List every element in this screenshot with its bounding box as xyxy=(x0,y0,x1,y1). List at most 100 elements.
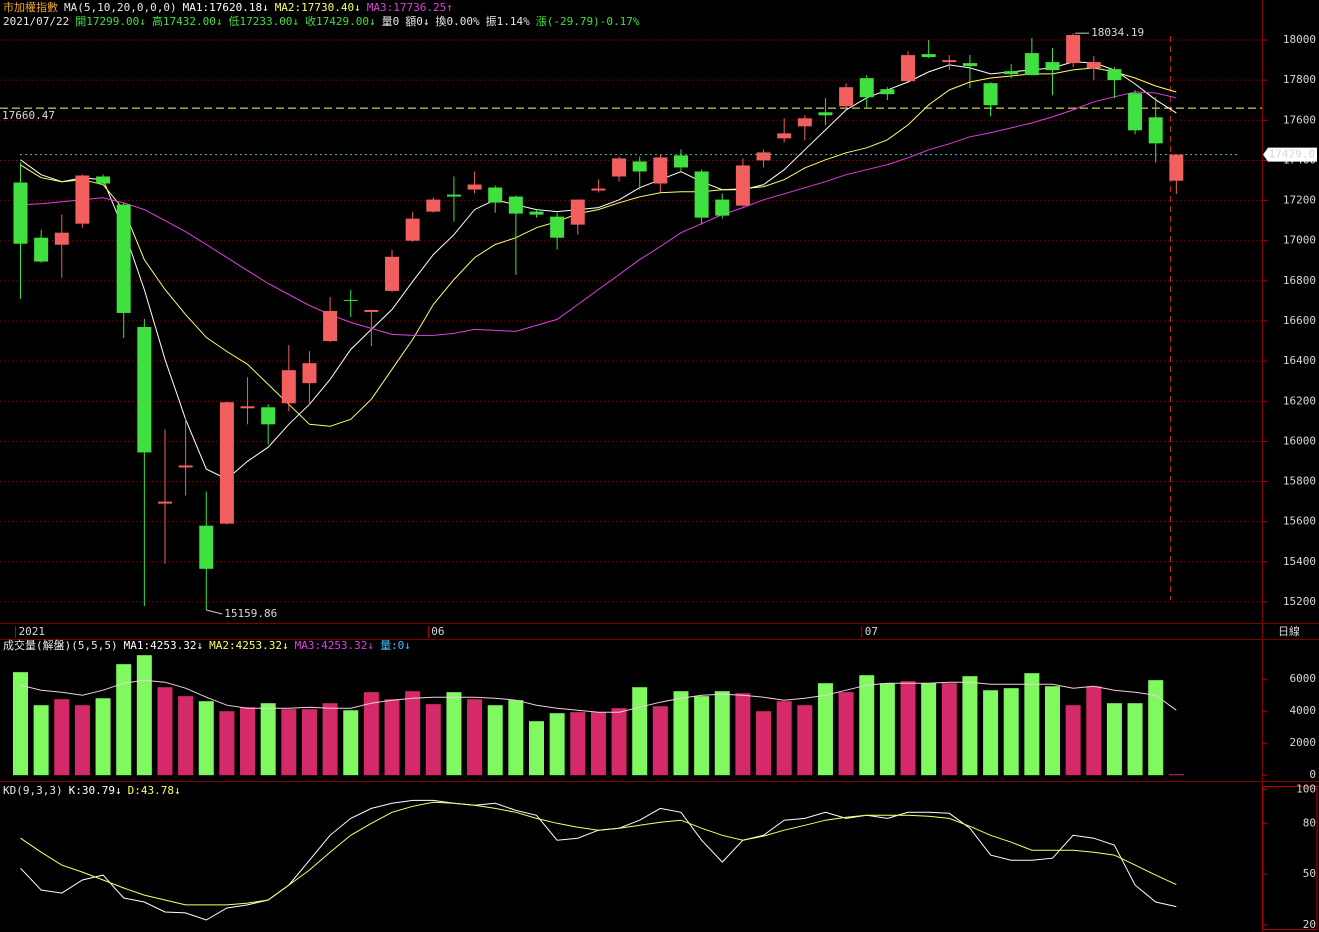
volume-bar xyxy=(962,676,978,776)
volume-bar xyxy=(776,701,792,776)
candle-body xyxy=(673,155,688,168)
volume-bar xyxy=(281,709,297,776)
volume-bar xyxy=(570,712,586,776)
volume-bar xyxy=(219,711,235,776)
legend-entry: K:30.79↓ xyxy=(69,784,122,797)
volume-bar xyxy=(859,675,875,776)
candle-body xyxy=(1024,53,1039,76)
low-label: 15159.86 xyxy=(224,607,277,620)
candle-body xyxy=(261,407,276,425)
y-tick-label: 17800 xyxy=(1283,73,1316,86)
volume-bar xyxy=(632,687,648,776)
volume-bar xyxy=(136,655,152,776)
candle-body xyxy=(343,299,358,301)
volume-bar xyxy=(13,672,28,776)
volume-bar xyxy=(508,700,524,776)
y-tick-label: 17000 xyxy=(1283,234,1316,247)
volume-bar xyxy=(838,692,854,776)
panel-header: 成交量(解盤)(5,5,5) MA1:4253.32↓ MA2:4253.32↓ MA… xyxy=(3,638,411,652)
volume-bar xyxy=(817,683,833,776)
volume-bar xyxy=(1168,774,1184,776)
y-tick-label: 50 xyxy=(1303,867,1316,880)
volume-bar xyxy=(384,699,400,776)
legend-entry: MA2:17730.40↓ xyxy=(275,1,361,14)
info-item: 額0↓ xyxy=(405,15,429,28)
last-price-label: 17429.0 xyxy=(1269,148,1315,161)
period-label: 日線 xyxy=(1278,624,1300,638)
volume-bar xyxy=(694,696,710,776)
volume-bar xyxy=(1148,680,1164,776)
high-label: 18034.19 xyxy=(1091,26,1144,39)
candle-body xyxy=(1086,62,1101,69)
info-item: 換0.00% xyxy=(436,15,480,28)
candle-body xyxy=(364,309,379,312)
info-item: 振1.14% xyxy=(486,14,530,28)
volume-bar xyxy=(673,691,689,776)
chart-title: 市加權指數 xyxy=(3,0,58,14)
kd-line xyxy=(20,801,1177,906)
candle-body xyxy=(818,112,833,116)
candle-body xyxy=(302,363,317,384)
legend-entry: D:43.78↓ xyxy=(128,784,181,797)
candle-body xyxy=(632,161,647,172)
y-tick-label: 4000 xyxy=(1290,704,1317,717)
candle-body xyxy=(116,204,131,313)
y-tick-label: 15800 xyxy=(1283,475,1316,488)
candle-body xyxy=(1148,117,1163,144)
volume-bar xyxy=(611,708,627,776)
candle-body xyxy=(137,327,152,453)
candle-body xyxy=(157,501,172,504)
volume-bar xyxy=(95,698,111,776)
volume-bar xyxy=(1106,703,1122,776)
volume-bar xyxy=(260,703,276,776)
volume-bar xyxy=(405,691,421,776)
volume-bar xyxy=(178,696,194,776)
candle-body xyxy=(1107,69,1122,81)
candle-body xyxy=(199,525,214,569)
volume-bar xyxy=(529,721,544,776)
info-item: 2021/07/22 xyxy=(3,15,69,28)
volume-bar xyxy=(756,711,772,776)
y-tick-label: 80 xyxy=(1303,816,1316,829)
candle-body xyxy=(591,188,606,191)
chart-title: KD(9,3,3) xyxy=(3,784,63,797)
kd-axis-box xyxy=(1262,786,1318,930)
x-tick-label: 07 xyxy=(865,625,878,638)
volume-bar xyxy=(1045,686,1060,776)
candle-body xyxy=(240,406,255,409)
y-tick-label: 16400 xyxy=(1283,354,1316,367)
candle-body xyxy=(1169,154,1184,181)
volume-bar xyxy=(879,683,895,776)
last-price-box xyxy=(1263,147,1317,162)
y-tick-label: 16000 xyxy=(1283,434,1316,447)
candle-body xyxy=(880,89,895,95)
candle-body xyxy=(405,218,420,241)
volume-bar xyxy=(652,706,668,776)
y-tick-label: 100 xyxy=(1296,782,1316,795)
volume-bar xyxy=(983,690,999,776)
candle-body xyxy=(942,60,957,63)
chart-title: 成交量(解盤)(5,5,5) xyxy=(3,638,118,652)
candle-body xyxy=(323,310,338,342)
legend-entry: MA1:17620.18↓ xyxy=(183,1,269,14)
candle-body xyxy=(901,55,916,82)
candle-body xyxy=(550,216,565,238)
volume-ma-line xyxy=(20,679,1177,713)
volume-bar xyxy=(343,710,359,776)
volume-bar xyxy=(714,691,730,776)
candle-body xyxy=(1045,62,1060,71)
candle-body xyxy=(508,196,523,214)
y-tick-label: 17200 xyxy=(1283,194,1316,207)
candle-body xyxy=(281,370,296,404)
x-tick-label: 2021 xyxy=(19,625,46,638)
candle-body xyxy=(983,83,998,106)
candle-body xyxy=(488,187,503,203)
volume-bar xyxy=(1065,705,1081,776)
info-item: 低17233.00↓ xyxy=(228,15,299,28)
ma-line xyxy=(20,91,1177,336)
kd-line xyxy=(20,799,1177,921)
candle-body xyxy=(962,63,977,67)
y-tick-label: 2000 xyxy=(1290,736,1317,749)
